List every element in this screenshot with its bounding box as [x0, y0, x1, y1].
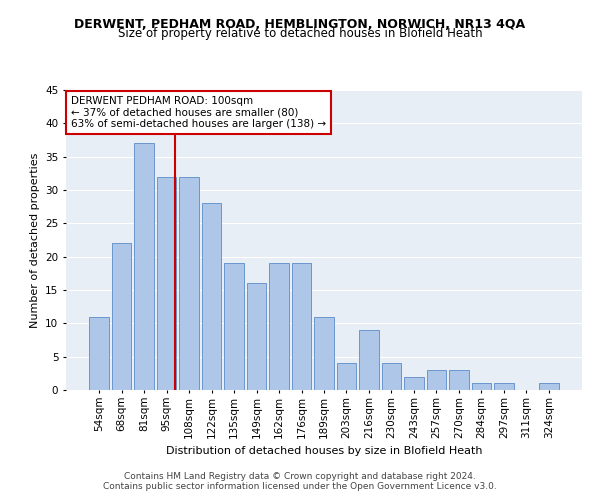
X-axis label: Distribution of detached houses by size in Blofield Heath: Distribution of detached houses by size …: [166, 446, 482, 456]
Bar: [179, 176, 199, 390]
Text: Contains HM Land Registry data © Crown copyright and database right 2024.: Contains HM Land Registry data © Crown c…: [124, 472, 476, 481]
Text: Size of property relative to detached houses in Blofield Heath: Size of property relative to detached ho…: [118, 28, 482, 40]
Bar: [494, 384, 514, 390]
Bar: [202, 204, 221, 390]
Bar: [337, 364, 356, 390]
Bar: [359, 330, 379, 390]
Bar: [404, 376, 424, 390]
Bar: [539, 384, 559, 390]
Bar: [224, 264, 244, 390]
Bar: [472, 384, 491, 390]
Bar: [89, 316, 109, 390]
Bar: [112, 244, 131, 390]
Bar: [292, 264, 311, 390]
Bar: [247, 284, 266, 390]
Bar: [314, 316, 334, 390]
Bar: [269, 264, 289, 390]
Bar: [134, 144, 154, 390]
Bar: [157, 176, 176, 390]
Y-axis label: Number of detached properties: Number of detached properties: [29, 152, 40, 328]
Bar: [449, 370, 469, 390]
Bar: [427, 370, 446, 390]
Text: Contains public sector information licensed under the Open Government Licence v3: Contains public sector information licen…: [103, 482, 497, 491]
Bar: [382, 364, 401, 390]
Text: DERWENT, PEDHAM ROAD, HEMBLINGTON, NORWICH, NR13 4QA: DERWENT, PEDHAM ROAD, HEMBLINGTON, NORWI…: [74, 18, 526, 30]
Text: DERWENT PEDHAM ROAD: 100sqm
← 37% of detached houses are smaller (80)
63% of sem: DERWENT PEDHAM ROAD: 100sqm ← 37% of det…: [71, 96, 326, 129]
